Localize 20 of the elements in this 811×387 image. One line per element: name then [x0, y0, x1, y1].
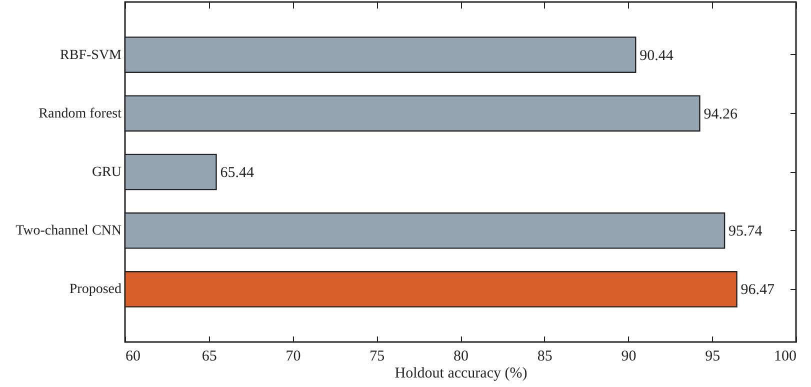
x-tick-label: 65 — [202, 348, 217, 364]
x-axis-title: Holdout accuracy (%) — [394, 366, 528, 382]
x-tick-label: 100 — [774, 348, 796, 364]
x-tick-label: 90 — [621, 348, 636, 364]
y-tick-label: Random forest — [38, 106, 122, 122]
y-tick-label: RBF-SVM — [60, 48, 122, 63]
x-tick-label: 60 — [126, 348, 140, 364]
data-label: 96.47 — [740, 282, 776, 298]
y-tick-label: Proposed — [69, 282, 122, 298]
x-tick-label: 95 — [705, 348, 720, 364]
x-tick-label: 80 — [454, 348, 468, 364]
x-tick-label: 70 — [286, 348, 301, 364]
data-label: 94.26 — [704, 106, 738, 122]
y-tick-label: Two-channel CNN — [16, 224, 122, 239]
data-label: 65.44 — [220, 165, 255, 181]
data-label: 95.74 — [728, 224, 763, 240]
data-label: 90.44 — [640, 48, 674, 64]
x-tick-label: 75 — [370, 348, 385, 364]
x-tick-label: 85 — [537, 348, 552, 364]
y-tick-label: GRU — [92, 165, 122, 180]
